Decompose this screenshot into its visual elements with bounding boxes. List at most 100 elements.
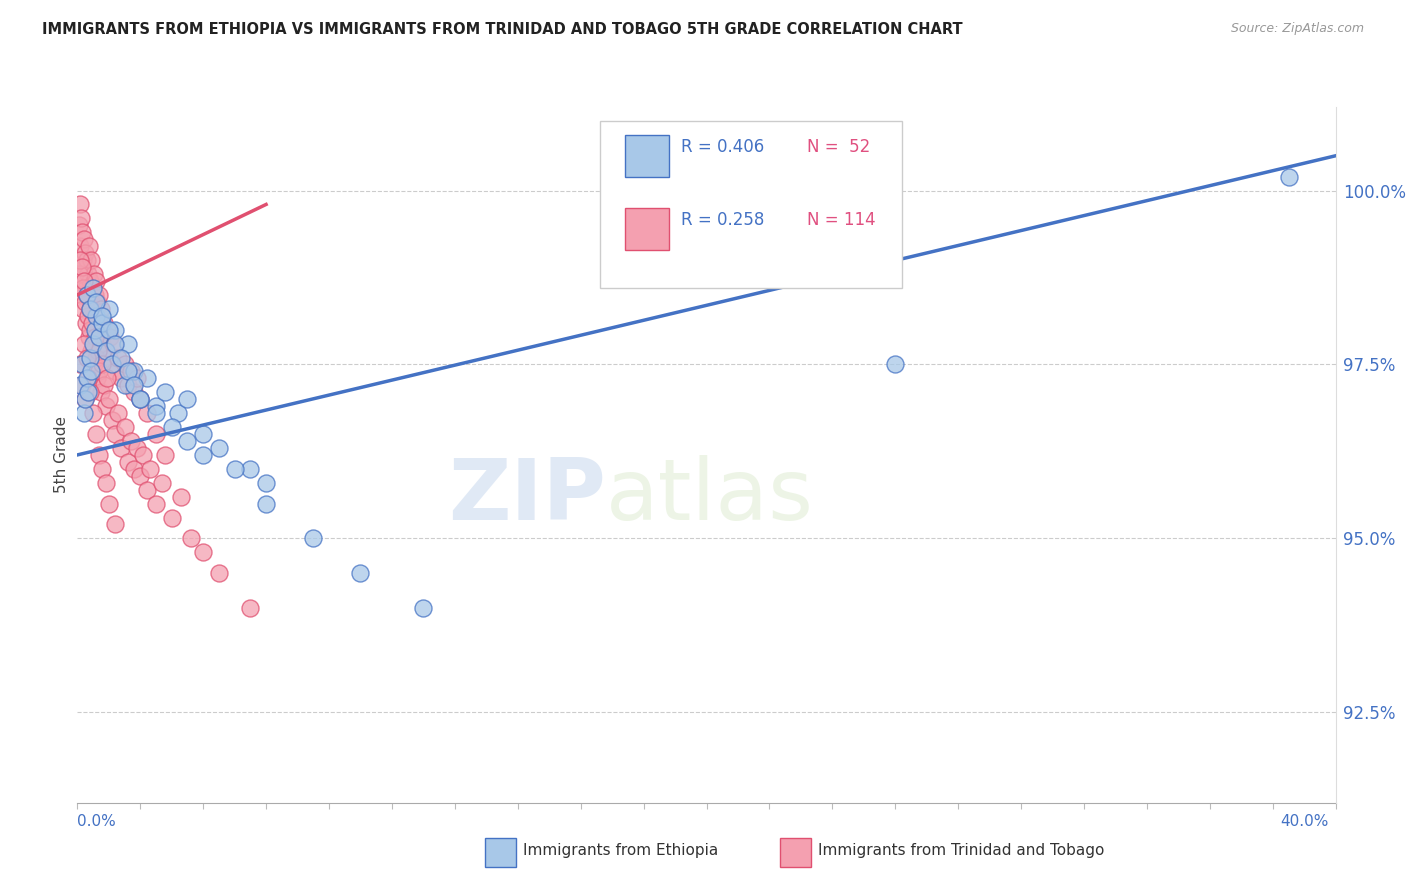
Point — [87, 288, 110, 302]
Point — [97, 497, 120, 511]
Text: atlas: atlas — [606, 455, 814, 538]
Point — [167, 406, 190, 420]
Text: Immigrants from Trinidad and Tobago: Immigrants from Trinidad and Tobago — [818, 844, 1105, 858]
Point — [114, 420, 136, 434]
Text: Source: ZipAtlas.com: Source: ZipAtlas.com — [1230, 22, 1364, 36]
Point — [72, 406, 94, 420]
Point — [91, 462, 114, 476]
Point — [82, 281, 104, 295]
Point — [82, 336, 104, 351]
Point — [76, 371, 98, 385]
Point — [79, 294, 101, 309]
Point — [70, 358, 93, 372]
Point — [69, 197, 91, 211]
Point — [135, 371, 157, 385]
Point — [70, 225, 93, 239]
Point — [79, 301, 101, 316]
Point — [72, 336, 94, 351]
Point — [76, 288, 98, 302]
Point — [191, 448, 215, 462]
Text: ZIP: ZIP — [449, 455, 606, 538]
Point — [90, 323, 112, 337]
Point — [76, 309, 98, 323]
Point — [114, 378, 136, 392]
Point — [129, 468, 152, 483]
Point — [160, 420, 183, 434]
Point — [79, 385, 101, 400]
Point — [97, 323, 120, 337]
Point — [93, 378, 115, 392]
Point — [69, 239, 91, 253]
Point — [180, 532, 202, 546]
Text: R = 0.406: R = 0.406 — [682, 138, 765, 156]
Point — [145, 497, 167, 511]
Point — [77, 385, 100, 400]
Point — [239, 601, 262, 615]
Point — [191, 427, 215, 442]
Point — [69, 378, 91, 392]
Point — [84, 329, 107, 343]
Point — [76, 288, 98, 302]
Point — [122, 378, 145, 392]
Point — [1277, 169, 1299, 184]
Point — [145, 406, 167, 420]
Point — [83, 323, 105, 337]
Point — [69, 288, 91, 302]
Point — [82, 406, 104, 420]
Point — [104, 427, 127, 442]
Point — [76, 288, 98, 302]
Point — [98, 329, 121, 343]
Point — [70, 260, 93, 274]
Point — [90, 301, 112, 316]
Point — [79, 274, 101, 288]
Point — [155, 448, 177, 462]
Point — [129, 392, 152, 407]
Point — [86, 371, 108, 385]
Point — [104, 364, 127, 378]
Point — [89, 364, 111, 378]
Point — [97, 392, 120, 407]
Point — [94, 475, 117, 490]
Point — [129, 392, 152, 407]
Point — [70, 211, 93, 226]
Point — [79, 323, 101, 337]
Point — [82, 316, 104, 330]
Point — [101, 358, 124, 372]
Text: N =  52: N = 52 — [807, 138, 870, 156]
Point — [122, 462, 145, 476]
Point — [82, 301, 104, 316]
Point — [79, 239, 101, 253]
Point — [117, 364, 139, 378]
Point — [91, 316, 114, 330]
Point — [84, 309, 107, 323]
Point — [117, 378, 139, 392]
Point — [89, 448, 111, 462]
Point — [117, 336, 139, 351]
Point — [87, 343, 110, 358]
Point — [69, 253, 91, 268]
Point — [101, 413, 124, 427]
Point — [67, 219, 90, 233]
Point — [75, 392, 97, 407]
Point — [84, 274, 107, 288]
FancyBboxPatch shape — [624, 208, 669, 250]
Point — [72, 253, 94, 268]
Point — [110, 371, 132, 385]
Point — [254, 475, 277, 490]
Point — [67, 267, 90, 281]
Point — [82, 281, 104, 295]
Point — [122, 385, 145, 400]
Point — [96, 323, 118, 337]
Point — [117, 455, 139, 469]
Point — [224, 462, 246, 476]
Text: R = 0.258: R = 0.258 — [682, 211, 765, 229]
Point — [145, 399, 167, 413]
Point — [150, 475, 173, 490]
Point — [84, 309, 107, 323]
Point — [80, 343, 103, 358]
Point — [70, 378, 93, 392]
Point — [349, 566, 371, 581]
Point — [75, 281, 97, 295]
Point — [97, 301, 120, 316]
Point — [90, 385, 112, 400]
